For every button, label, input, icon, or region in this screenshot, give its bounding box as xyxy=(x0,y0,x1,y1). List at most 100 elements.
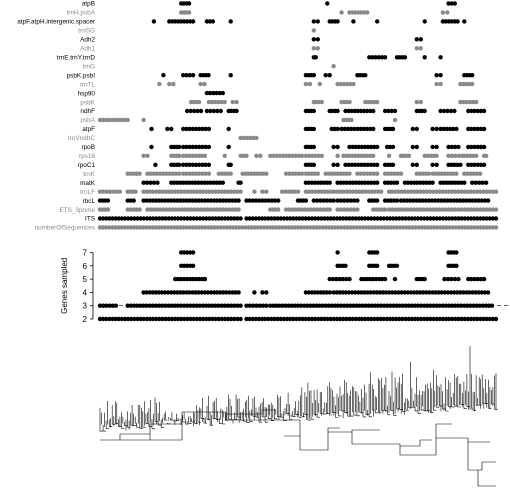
genes-sampled-point xyxy=(232,303,237,308)
gene-presence-point xyxy=(335,207,340,212)
gene-presence-point xyxy=(479,198,485,203)
genes-sampled-point xyxy=(235,303,240,308)
genes-sampled-point xyxy=(314,303,319,308)
gene-presence-point xyxy=(294,216,299,221)
gene-presence-point xyxy=(412,207,417,212)
gene-presence-point xyxy=(444,225,449,230)
genes-sampled-point xyxy=(472,276,477,282)
genes-sampled-point xyxy=(453,316,458,322)
gene-presence-point xyxy=(471,171,476,176)
gene-presence-point xyxy=(443,216,449,221)
gene-presence-point xyxy=(326,225,332,230)
gene-presence-point xyxy=(461,99,466,105)
gene-presence-point xyxy=(345,207,350,212)
genes-sampled-point xyxy=(452,303,458,308)
gene-row-label: atpF xyxy=(82,126,95,133)
gene-presence-point xyxy=(247,216,252,221)
gene-presence-point xyxy=(208,198,214,203)
gene-presence-point xyxy=(399,189,404,194)
genes-sampled-point xyxy=(354,303,359,308)
gene-presence-point xyxy=(357,225,363,230)
gene-presence-point xyxy=(253,198,259,203)
gene-presence-point xyxy=(338,81,343,87)
genes-sampled-point xyxy=(397,303,402,308)
gene-presence-point xyxy=(181,171,186,176)
genes-sampled-point xyxy=(199,290,204,295)
genes-sampled-point xyxy=(327,276,332,282)
gene-presence-point xyxy=(472,144,477,150)
gene-presence-point xyxy=(122,117,127,123)
gene-presence-point xyxy=(375,198,380,203)
gene-presence-point xyxy=(200,126,205,132)
gene-presence-point xyxy=(472,225,477,230)
gene-presence-point xyxy=(311,198,316,203)
gene-presence-point xyxy=(392,108,398,114)
genes-sampled-point xyxy=(306,316,312,322)
gene-presence-point xyxy=(433,198,438,203)
genes-sampled-point xyxy=(340,276,346,282)
gene-presence-point xyxy=(355,171,360,176)
gene-presence-point xyxy=(441,108,447,114)
genes-sampled-point xyxy=(160,316,165,322)
gene-presence-point xyxy=(388,225,393,230)
gene-presence-point xyxy=(147,225,152,230)
gene-presence-point xyxy=(264,189,269,194)
gene-row-label: atpB xyxy=(82,1,95,8)
genes-sampled-point xyxy=(131,303,137,308)
gene-presence-point xyxy=(181,225,186,230)
gene-presence-point xyxy=(462,171,467,176)
gene-presence-point xyxy=(356,180,362,185)
gene-presence-point xyxy=(406,216,411,221)
gene-presence-point xyxy=(315,46,320,51)
gene-presence-point xyxy=(487,207,492,212)
genes-sampled-point xyxy=(428,316,433,322)
gene-presence-point xyxy=(116,216,121,221)
gene-presence-point xyxy=(365,171,370,176)
gene-presence-point xyxy=(331,162,336,167)
gene-presence-point xyxy=(369,216,374,221)
genes-sampled-point xyxy=(347,316,352,322)
gene-presence-point xyxy=(469,108,474,114)
gene-presence-point xyxy=(165,225,171,230)
gene-presence-point xyxy=(478,216,483,221)
gene-presence-point xyxy=(177,162,182,167)
genes-sampled-point xyxy=(178,303,184,308)
genes-sampled-point xyxy=(482,290,488,295)
gene-presence-point xyxy=(493,189,499,194)
genes-sampled-point xyxy=(493,316,499,322)
genes-sampled-point xyxy=(372,303,378,308)
gene-row-label: trnK xyxy=(83,171,95,178)
genes-sampled-point xyxy=(334,316,340,322)
gene-presence-point xyxy=(163,216,168,221)
gene-presence-point xyxy=(175,180,180,185)
gene-presence-point xyxy=(468,207,473,212)
genes-sampled-point xyxy=(428,303,433,308)
gene-presence-point xyxy=(434,126,439,132)
gene-presence-point xyxy=(424,189,429,194)
gene-presence-point xyxy=(441,225,446,230)
genes-sampled-point xyxy=(481,276,487,282)
genes-sampled-point xyxy=(372,316,377,322)
gene-presence-point xyxy=(419,216,424,221)
gene-presence-point xyxy=(438,108,443,114)
gene-presence-point xyxy=(219,216,224,221)
genes-sampled-point xyxy=(452,276,458,282)
gene-presence-point xyxy=(493,216,499,221)
gene-presence-point xyxy=(193,171,199,176)
gene-presence-point xyxy=(378,216,383,221)
gene-presence-point xyxy=(311,225,316,230)
gene-presence-point xyxy=(208,108,213,114)
gene-presence-point xyxy=(181,73,186,78)
gene-presence-point xyxy=(148,171,153,176)
gene-presence-point xyxy=(375,144,380,150)
gene-presence-point xyxy=(190,73,196,78)
gene-presence-point xyxy=(353,189,359,194)
genes-sampled-point xyxy=(219,316,224,322)
gene-presence-point xyxy=(310,153,315,158)
gene-presence-point xyxy=(478,207,483,212)
gene-presence-point xyxy=(190,198,195,203)
genes-sampled-point xyxy=(134,303,140,308)
genes-sampled-point xyxy=(200,316,206,322)
gene-presence-point xyxy=(421,180,426,185)
gene-presence-point xyxy=(290,207,295,212)
